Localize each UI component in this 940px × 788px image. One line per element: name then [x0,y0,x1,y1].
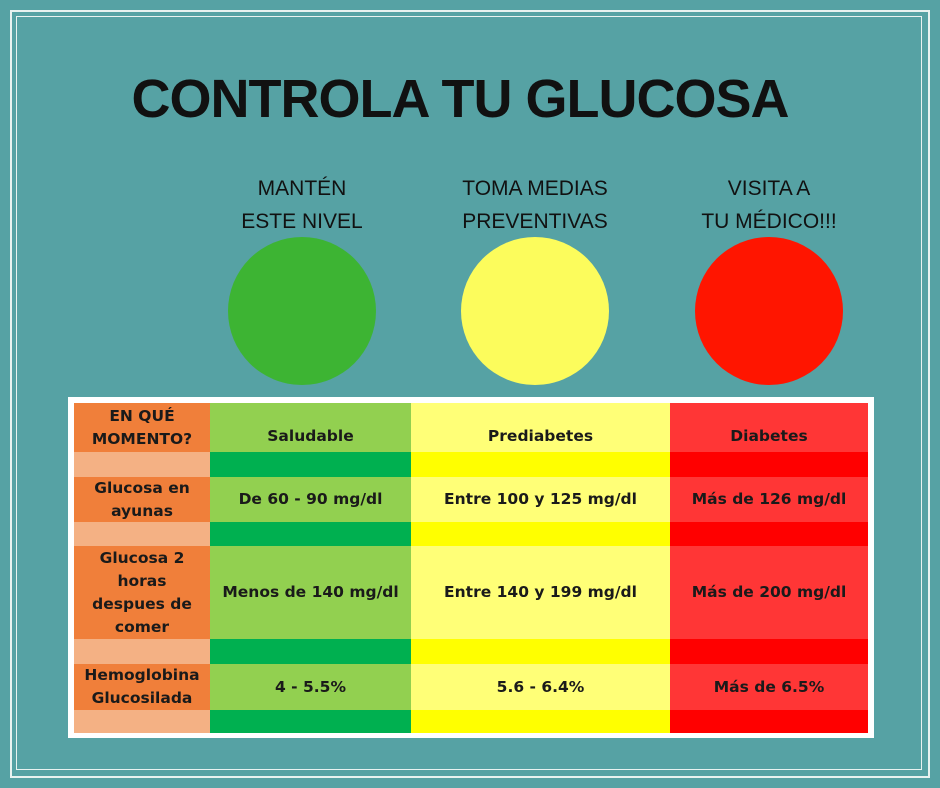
table-cell: Entre 100 y 125 mg/dl [411,477,670,522]
spacer-cell [210,639,411,664]
table-cell: Entre 140 y 199 mg/dl [411,546,670,639]
row-label: Glucosa en ayunas [74,477,210,522]
spacer-cell [74,710,210,733]
spacer-cell [411,710,670,733]
table-cell: De 60 - 90 mg/dl [210,477,411,522]
table-cell: Menos de 140 mg/dl [210,546,411,639]
text-line: PREVENTIVAS [462,210,608,233]
spacer-cell [210,522,411,546]
text-line: ESTE NIVEL [241,210,363,233]
level-circle [228,237,376,385]
border [10,10,930,778]
spacer-cell [670,522,868,546]
table-cell: Más de 6.5% [670,664,868,710]
text-line: ayunas [111,501,173,520]
level-label: TOMA MEDIAS PREVENTIVAS [415,172,655,238]
spacer-cell [670,639,868,664]
spacer-cell [74,452,210,477]
spacer-cell [210,452,411,477]
title: CONTROLA TU GLUCOSA [131,69,790,129]
text-line: TOMA MEDIAS [462,177,608,200]
text-line: despues de [92,594,192,613]
header-cell: Prediabetes [411,403,670,452]
header-cell: EN QUÉ MOMENTO? [74,403,210,452]
table-cell: Más de 126 mg/dl [670,477,868,522]
spacer-cell [411,639,670,664]
row-label: Hemoglobina Glucosilada [74,664,210,710]
spacer-cell [670,710,868,733]
spacer-cell [74,639,210,664]
table: EN QUÉ MOMENTO? Saludable Prediabetes Diabet… [68,397,874,738]
text-line: Hemoglobina [84,666,200,684]
spacer-cell [74,522,210,546]
text-line: MOMENTO? [91,429,193,448]
text-line: Glucosa 2 [99,548,185,567]
text-line: comer [114,617,170,636]
header-cell: Saludable [210,403,411,452]
border [16,16,922,770]
text-line: EN QUÉ [109,406,175,425]
spacer-cell [670,452,868,477]
spacer-cell [411,522,670,546]
spacer-cell [210,710,411,733]
level-circle [695,237,843,385]
text-line: MANTÉN [257,177,347,200]
text-line: TU MÉDICO!!! [701,210,837,233]
table-cell: 4 - 5.5% [210,664,411,710]
spacer-cell [411,452,670,477]
text-line: Glucosa en [94,478,190,497]
text-line: Glucosilada [91,689,193,707]
text-line: VISITA A [727,177,811,200]
table-cell: 5.6 - 6.4% [411,664,670,710]
level-label: MANTÉN ESTE NIVEL [182,172,422,238]
table-cell: Más de 200 mg/dl [670,546,868,639]
level-label: VISITA A TU MÉDICO!!! [649,172,889,238]
header-cell: Diabetes [670,403,868,452]
text-line: horas [117,571,167,590]
row-label: Glucosa 2 horas despues de comer [74,546,210,639]
level-circle [461,237,609,385]
